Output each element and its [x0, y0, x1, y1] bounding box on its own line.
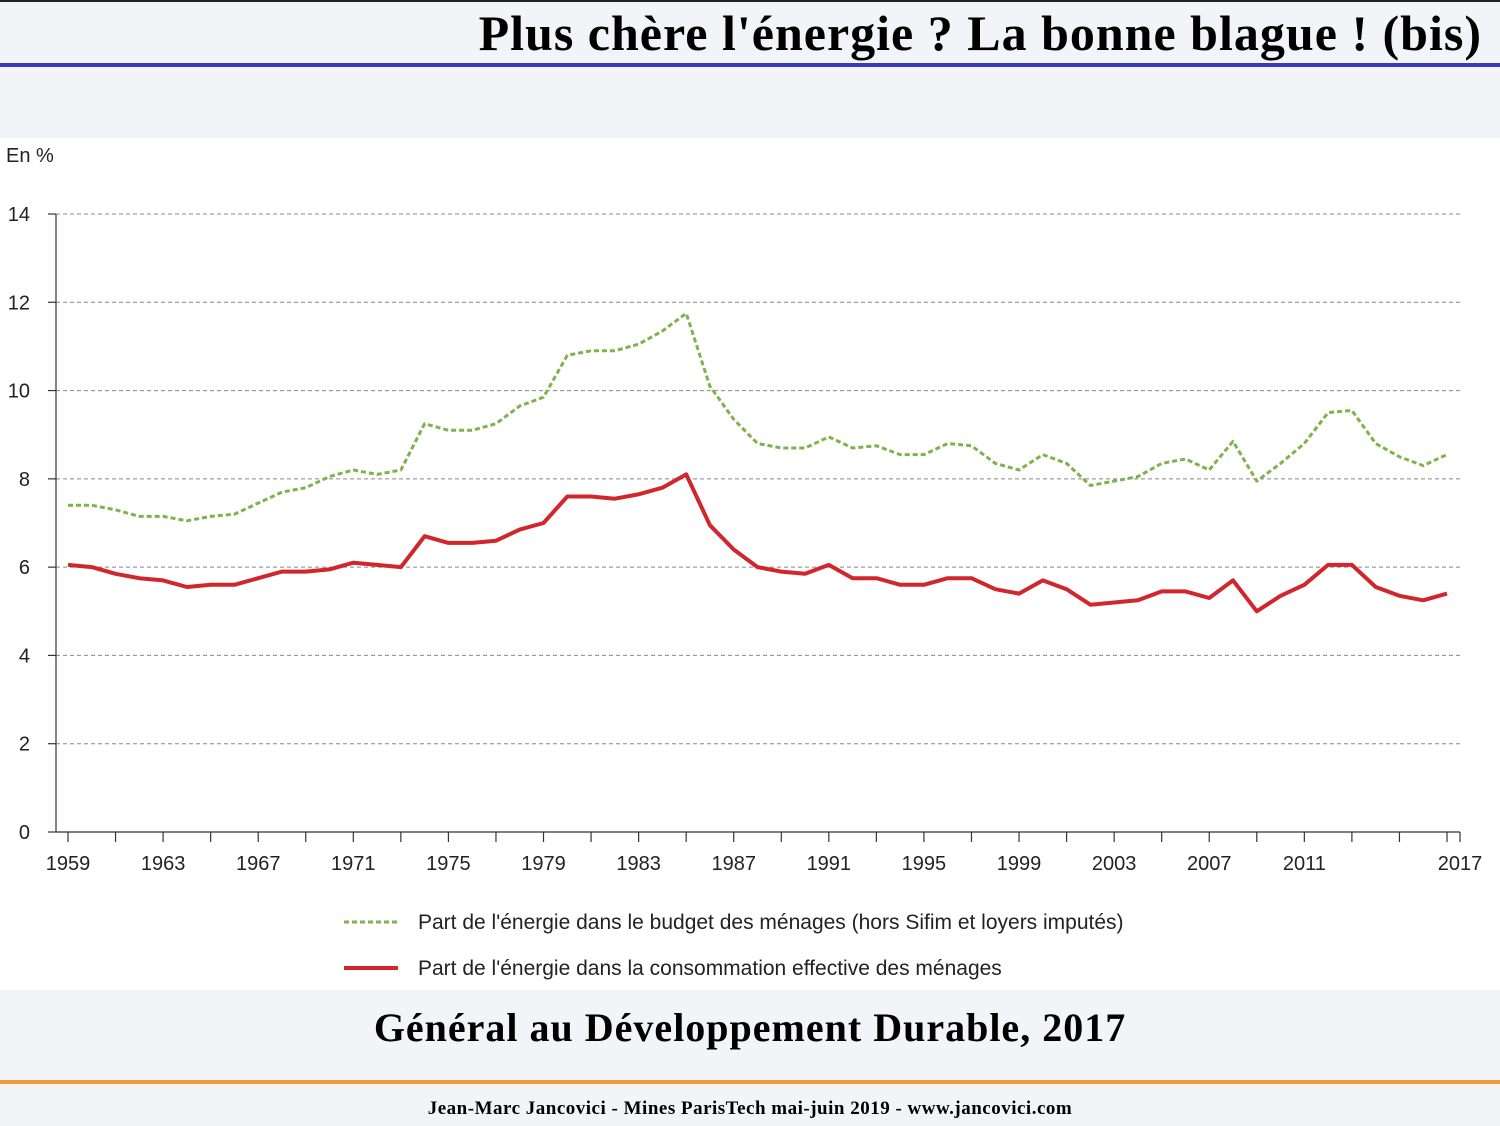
top-border	[0, 0, 1500, 2]
unit-label: En %	[6, 145, 54, 167]
title-rule	[0, 63, 1500, 67]
x-tick-label: 1959	[46, 853, 91, 875]
x-tick-label: 2017	[1438, 853, 1483, 875]
x-tick-label: 1987	[711, 853, 756, 875]
series-line-budget	[68, 311, 1448, 523]
source-caption: Général au Développement Durable, 2017	[373, 1005, 1127, 1050]
x-tick-label: 1991	[807, 853, 852, 875]
x-tick-label: 1963	[141, 853, 186, 875]
y-tick-label: 14	[8, 204, 30, 226]
y-tick-label: 4	[19, 645, 30, 667]
series-line-consumption	[67, 472, 1448, 614]
legend-label: Part de l'énergie dans la consommation e…	[418, 957, 1002, 980]
footer-credit: Jean-Marc Jancovici - Mines ParisTech ma…	[427, 1098, 1073, 1119]
series-lines	[67, 311, 1448, 614]
x-tick-label: 1967	[236, 853, 281, 875]
y-tick-label: 12	[8, 292, 30, 314]
energy-share-chart: 0 2 4 6 8 10 12 14 1959 1963 1967 1971 1975 1979 1983 1…	[6, 145, 1483, 980]
x-tick-label: 2003	[1092, 853, 1137, 875]
x-tick-label: 2011	[1283, 853, 1326, 875]
footer-rule	[0, 1080, 1500, 1084]
slide-title: Plus chère l'énergie ? La bonne blague !…	[478, 5, 1482, 61]
grid-lines	[56, 213, 1460, 745]
x-tick-label: 1975	[426, 853, 471, 875]
y-tick-label: 8	[19, 469, 30, 491]
y-tick-label: 0	[19, 822, 30, 844]
x-tick-label: 1999	[997, 853, 1042, 875]
y-tick-label: 2	[19, 734, 30, 756]
legend-label: Part de l'énergie dans le budget des mén…	[418, 911, 1124, 934]
x-tick-label: 2007	[1187, 853, 1232, 875]
x-tick-label: 1971	[331, 853, 376, 875]
x-tick-label: 1995	[902, 853, 947, 875]
legend: Part de l'énergie dans le budget des mén…	[344, 911, 1124, 980]
chart-panel: 0 2 4 6 8 10 12 14 1959 1963 1967 1971 1975 1979 1983 1…	[0, 138, 1500, 990]
x-tick-label: 1979	[521, 853, 566, 875]
y-tick-label: 10	[8, 381, 30, 403]
x-tick-label: 1983	[616, 853, 661, 875]
y-tick-label: 6	[19, 557, 30, 579]
axes: 0 2 4 6 8 10 12 14 1959 1963 1967 1971 1975 1979 1983 1…	[8, 204, 1483, 875]
